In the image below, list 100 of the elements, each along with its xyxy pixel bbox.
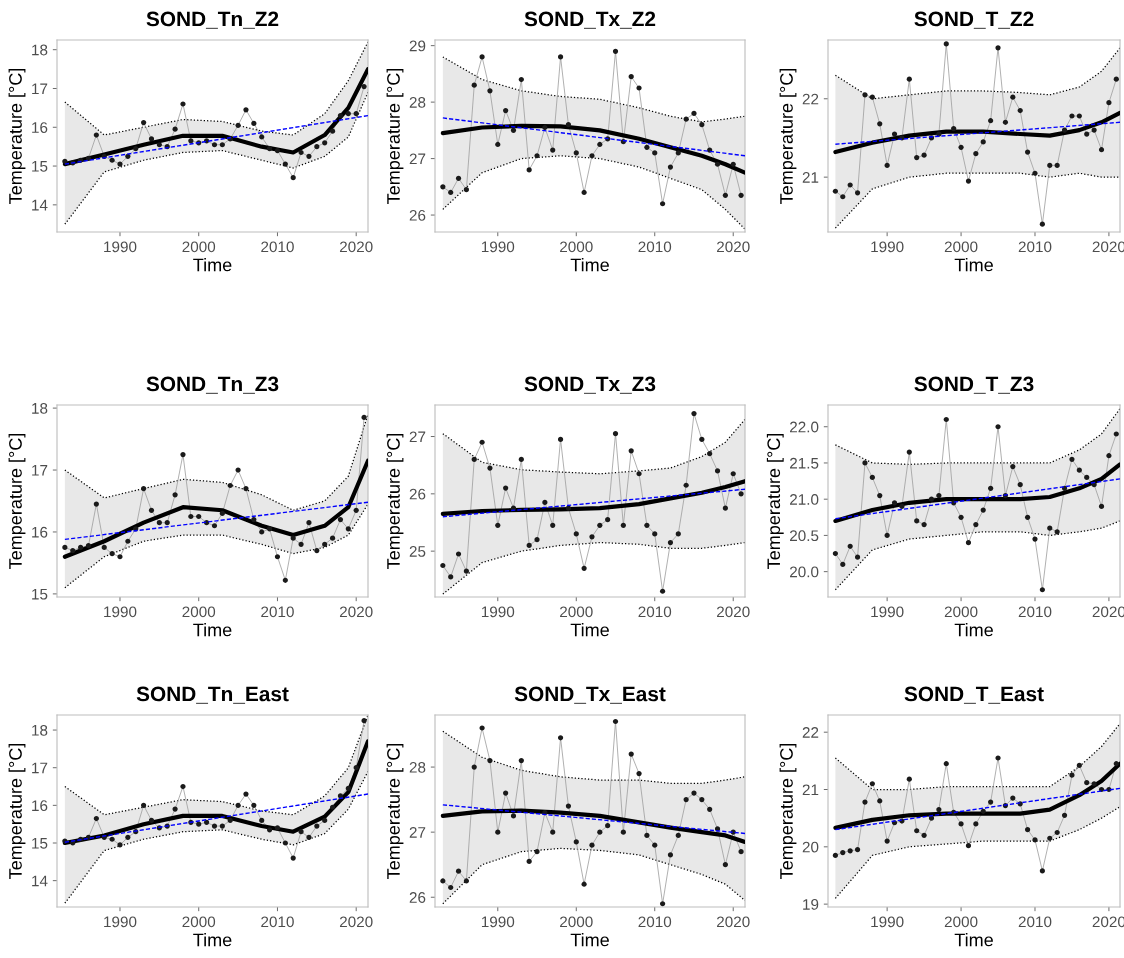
point [995, 424, 1001, 430]
point [487, 757, 493, 764]
point [180, 783, 186, 790]
y-tick-label: 19 [803, 899, 819, 910]
point [542, 499, 548, 506]
point [943, 41, 949, 47]
point [1032, 536, 1038, 542]
point [612, 48, 619, 54]
point [730, 161, 736, 167]
point [487, 88, 493, 94]
line-series [833, 761, 1120, 830]
point [345, 785, 351, 792]
point [854, 190, 861, 196]
point [148, 817, 155, 824]
point [914, 828, 920, 834]
point [988, 118, 994, 124]
point [85, 155, 92, 161]
x-axis-title: Time [193, 623, 232, 637]
y-tick-label: 16 [32, 800, 48, 812]
chart-title: SOND_Tn_Z3 [146, 376, 279, 394]
point [660, 588, 666, 594]
point [172, 126, 178, 132]
line-series [62, 739, 368, 846]
y-tick-label: 20.0 [790, 566, 819, 578]
point [707, 806, 713, 812]
point [503, 485, 509, 491]
x-tick-label: 2020 [339, 606, 373, 618]
line-series [834, 47, 1120, 100]
point [1084, 131, 1090, 137]
point [877, 798, 883, 804]
point [995, 755, 1001, 761]
point [675, 150, 681, 156]
y-tick-label: 17 [32, 83, 48, 95]
y-tick-label: 21.0 [790, 494, 819, 505]
point [148, 136, 155, 142]
point [141, 486, 147, 492]
point [306, 520, 312, 526]
line-series [62, 458, 368, 559]
point [573, 839, 579, 845]
point [973, 151, 979, 157]
x-tick-label: 1990 [104, 241, 137, 253]
point [667, 539, 674, 546]
point [581, 189, 587, 196]
y-tick-label: 15 [32, 161, 48, 172]
x-tick-label: 2000 [182, 916, 216, 928]
point [965, 540, 972, 546]
point [1054, 829, 1060, 836]
point [274, 554, 281, 560]
point [62, 544, 68, 551]
point [644, 522, 650, 528]
point [652, 531, 658, 537]
line-series [442, 730, 745, 784]
point [1084, 780, 1090, 786]
point [943, 761, 949, 767]
point [290, 535, 296, 541]
point [133, 146, 139, 152]
chart-title: SOND_Tx_Z2 [524, 11, 656, 29]
point [322, 541, 328, 547]
y-tick-label: 22 [802, 93, 819, 105]
point [266, 526, 273, 532]
point [266, 146, 273, 152]
point [196, 821, 202, 827]
point [973, 821, 979, 827]
point [518, 757, 524, 764]
point [471, 82, 477, 88]
point [274, 825, 281, 831]
point [597, 141, 603, 148]
point [298, 829, 304, 835]
point [487, 465, 493, 471]
line-series [442, 155, 745, 230]
point [683, 116, 689, 122]
point [448, 189, 454, 196]
x-axis-title: Time [954, 933, 993, 947]
point [854, 554, 861, 560]
point [172, 492, 178, 498]
point [699, 797, 705, 803]
y-tick-label: 22.0 [790, 421, 819, 433]
point [928, 496, 935, 502]
point [266, 827, 273, 833]
x-axis-title: Time [954, 258, 993, 272]
point [180, 451, 186, 458]
point [906, 449, 912, 455]
point [722, 862, 728, 868]
y-tick-label: 20.5 [790, 530, 819, 542]
point [707, 451, 713, 457]
point [644, 144, 650, 150]
point [1039, 868, 1045, 874]
y-tick-label: 29 [409, 40, 426, 52]
y-axis-title: Temperature [°C] [8, 433, 26, 569]
point [980, 507, 986, 513]
point [518, 76, 524, 83]
point [1069, 772, 1075, 778]
point [597, 829, 603, 835]
chart-title: SOND_T_Z2 [914, 11, 1034, 29]
point [117, 554, 123, 560]
x-tick-label: 1990 [104, 606, 137, 618]
point [1025, 827, 1031, 833]
point [936, 492, 942, 499]
x-tick-label: 2000 [560, 916, 593, 928]
point [495, 522, 501, 528]
